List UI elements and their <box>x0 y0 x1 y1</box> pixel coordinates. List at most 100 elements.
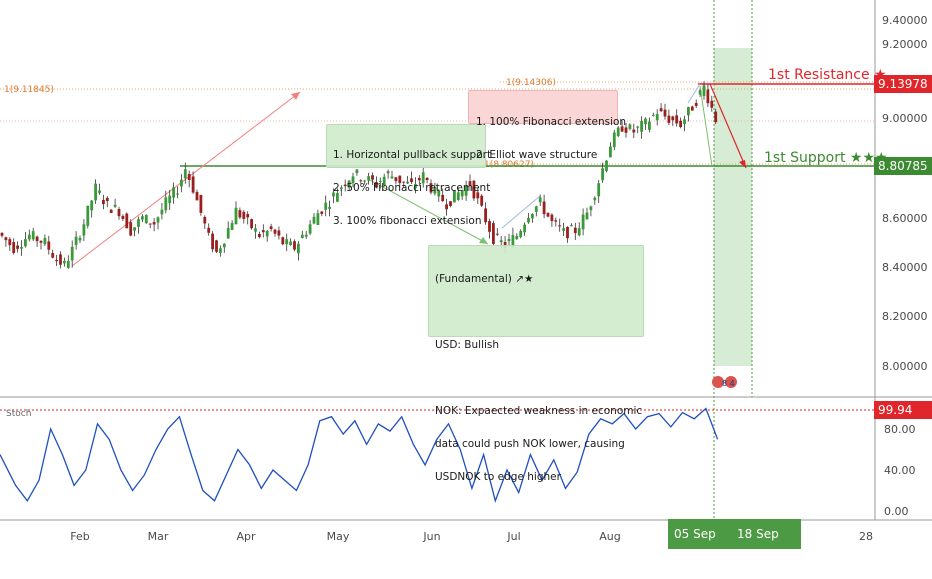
candle-body <box>300 234 304 239</box>
candle <box>437 189 441 202</box>
candle-body <box>464 185 468 196</box>
candle-body <box>211 233 214 250</box>
resistance-price-tag: 9.13978 <box>874 75 932 93</box>
candle-body <box>468 181 472 186</box>
candle <box>219 245 222 257</box>
candle-body <box>651 114 655 116</box>
note-line: data could push NOK lower, causing <box>435 438 625 450</box>
candle-body <box>24 239 27 247</box>
candle-body <box>105 197 109 202</box>
candle <box>78 235 82 244</box>
candle <box>562 222 565 237</box>
candle-body <box>402 181 406 183</box>
candle <box>632 123 636 139</box>
candle-body <box>527 217 530 223</box>
note-line: USDNOK to edge higher <box>435 471 561 483</box>
candle-body <box>425 177 429 181</box>
note-line: 2. Elliot wave structure <box>476 149 598 161</box>
candle <box>472 179 476 201</box>
candle-body <box>339 187 343 190</box>
candle <box>27 229 31 242</box>
note-line: (Fundamental) ↗★ <box>435 273 534 285</box>
candle <box>109 209 113 214</box>
candle-body <box>156 217 160 223</box>
candle <box>406 176 409 185</box>
candle <box>273 228 277 237</box>
candle-body <box>562 228 565 231</box>
candle-body <box>710 100 714 108</box>
candle-body <box>441 194 445 202</box>
candle-body <box>332 192 335 197</box>
candle <box>141 214 144 223</box>
candle <box>324 195 328 217</box>
candle-body <box>386 171 390 174</box>
candle <box>24 232 27 248</box>
resistance-label: 1st Resistance ★ <box>768 67 887 83</box>
candle-body <box>63 260 66 264</box>
candle <box>421 168 425 188</box>
x-tick-label: Jun <box>422 530 440 543</box>
x-tick-label: Jul <box>506 530 520 543</box>
candle-body <box>12 242 16 253</box>
wave-arrow-1 <box>501 195 541 229</box>
candle-body <box>515 236 519 240</box>
candle <box>449 201 452 208</box>
candle <box>546 212 550 218</box>
candle-body <box>698 90 702 95</box>
candle-body <box>492 223 495 244</box>
candle-body <box>347 180 351 188</box>
fib-label-3: 1(8.80627) <box>484 160 534 170</box>
candle-body <box>679 120 682 127</box>
candle <box>254 224 257 239</box>
candle-body <box>577 228 581 236</box>
candle-body <box>531 213 534 219</box>
fib-label-1: 1(9.11845) <box>4 85 54 95</box>
candle-body <box>176 193 179 195</box>
x-tick-label: Aug <box>599 530 620 543</box>
candle <box>550 213 554 227</box>
candle <box>659 103 663 113</box>
candle-body <box>261 230 265 233</box>
candle <box>655 109 659 126</box>
candle <box>164 190 168 214</box>
candle-body <box>234 207 238 225</box>
candle-body <box>35 236 39 242</box>
candle <box>644 117 647 130</box>
candle-body <box>534 206 538 212</box>
candle-body <box>375 182 378 187</box>
candle-body <box>55 259 58 262</box>
candle <box>402 181 406 188</box>
candle-body <box>694 103 698 106</box>
candle-body <box>414 183 417 189</box>
candle <box>636 125 640 134</box>
candle <box>148 223 152 229</box>
candle-body <box>4 237 8 241</box>
candle-body <box>550 214 554 222</box>
candle-body <box>437 190 441 197</box>
candle-body <box>195 192 199 201</box>
candle <box>320 210 324 217</box>
candle <box>226 221 230 240</box>
price-pane: 1(9.11845) 1(9.14306) 1(8.80627) 8 4 <box>0 0 875 520</box>
candle-body <box>226 228 230 239</box>
candle <box>390 170 394 179</box>
stoch-pane: Stoch <box>0 407 875 503</box>
candle <box>534 205 538 217</box>
candle <box>492 220 495 247</box>
candle <box>160 203 164 220</box>
candle <box>98 183 101 195</box>
candle <box>16 241 19 253</box>
candle-body <box>289 241 292 246</box>
candle-body <box>203 216 207 224</box>
candle-body <box>429 183 433 193</box>
candle <box>176 186 179 199</box>
candle <box>222 243 226 253</box>
candle <box>511 227 515 249</box>
candle <box>702 81 706 100</box>
candle-body <box>222 243 226 248</box>
candle <box>43 234 47 246</box>
candle <box>183 162 187 184</box>
candle-body <box>316 213 320 226</box>
candle-body <box>683 119 686 125</box>
candle-body <box>51 253 55 258</box>
